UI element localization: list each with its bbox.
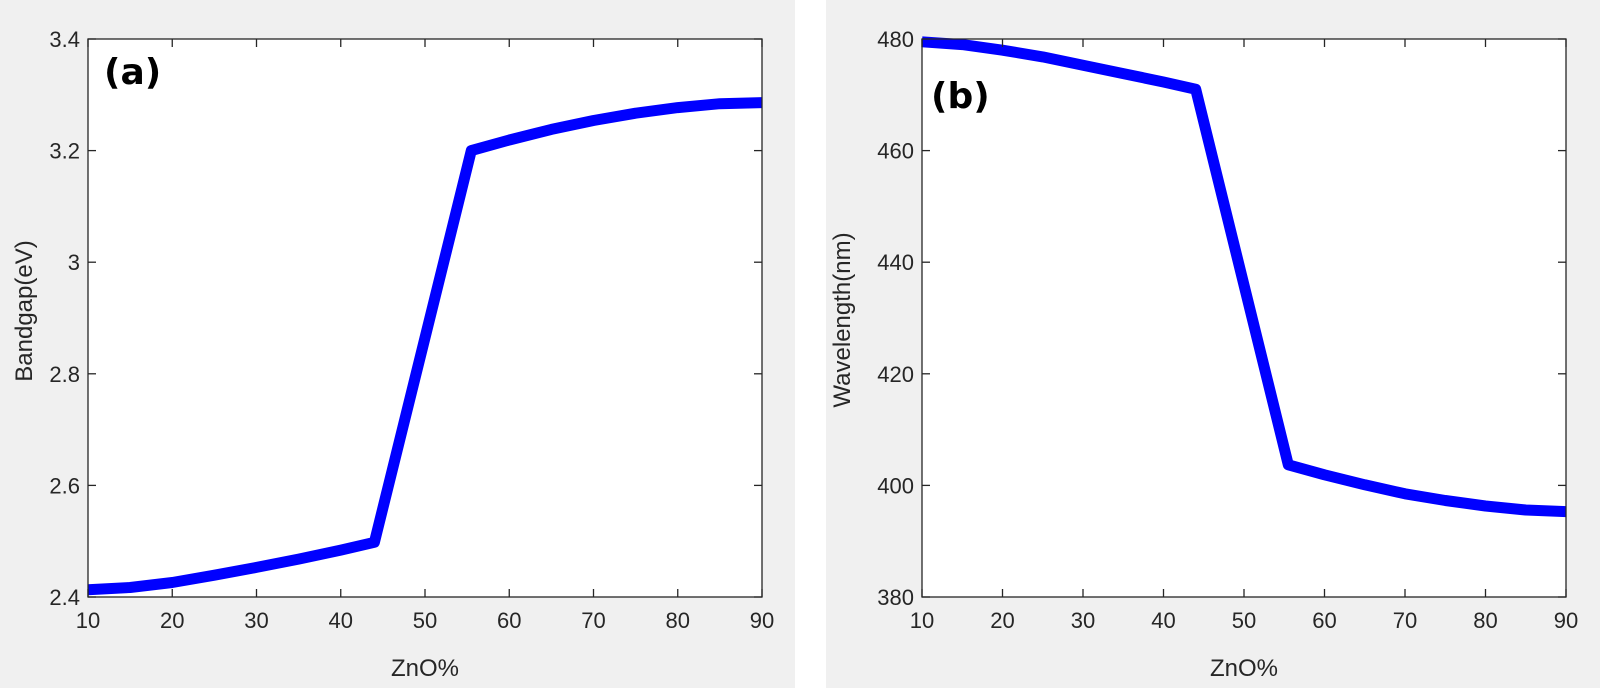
series-line [921, 36, 1567, 518]
chart-b-svg: 10 20 30 40 50 60 70 80 90 380 400 420 440 460 480 ZnO%… [829, 27, 1578, 682]
y-tick-label: 400 [877, 473, 914, 498]
plot-area [922, 39, 1566, 597]
chart-panel-a: 10 20 30 40 50 60 70 80 90 2.4 2.6 2.8 3 3.2 3.4 ZnO% Ba… [0, 0, 795, 688]
x-tick-label: 30 [1071, 608, 1095, 633]
x-tick-label: 70 [1393, 608, 1417, 633]
x-tick-label: 80 [666, 608, 690, 633]
x-tick-label: 40 [1151, 608, 1175, 633]
x-tick-label: 50 [1232, 608, 1256, 633]
y-tick-label: 3 [68, 250, 80, 275]
y-tick-label: 480 [877, 27, 914, 52]
x-tick-label: 90 [750, 608, 774, 633]
y-axis-label: Wavelength(nm) [829, 232, 856, 407]
x-axis-label: ZnO% [1210, 655, 1278, 682]
y-tick-label: 380 [877, 585, 914, 610]
x-tick-label: 60 [1312, 608, 1336, 633]
x-tick-label: 50 [413, 608, 437, 633]
panel-label: (b) [931, 76, 990, 117]
series-line [87, 97, 763, 596]
y-tick-label: 2.6 [49, 473, 80, 498]
x-tick-label: 20 [990, 608, 1014, 633]
chart-panel-b: 10 20 30 40 50 60 70 80 90 380 400 420 440 460 480 ZnO%… [826, 0, 1600, 688]
y-tick-label: 2.4 [49, 585, 80, 610]
panel-label: (a) [104, 52, 161, 93]
x-tick-label: 20 [160, 608, 184, 633]
y-tick-label: 420 [877, 362, 914, 387]
chart-a-svg: 10 20 30 40 50 60 70 80 90 2.4 2.6 2.8 3 3.2 3.4 ZnO% Ba… [11, 27, 774, 682]
x-tick-label: 10 [76, 608, 100, 633]
x-tick-label: 40 [329, 608, 353, 633]
x-tick-label: 10 [910, 608, 934, 633]
y-tick-label: 2.8 [49, 362, 80, 387]
x-tick-label: 30 [244, 608, 268, 633]
y-axis-label: Bandgap(eV) [11, 240, 38, 381]
x-tick-label: 70 [581, 608, 605, 633]
y-tick-label: 3.4 [49, 27, 80, 52]
y-tick-label: 440 [877, 250, 914, 275]
x-tick-label: 90 [1554, 608, 1578, 633]
y-tick-label: 460 [877, 139, 914, 164]
x-axis-label: ZnO% [391, 655, 459, 682]
x-tick-label: 60 [497, 608, 521, 633]
y-tick-label: 3.2 [49, 139, 80, 164]
x-tick-label: 80 [1473, 608, 1497, 633]
